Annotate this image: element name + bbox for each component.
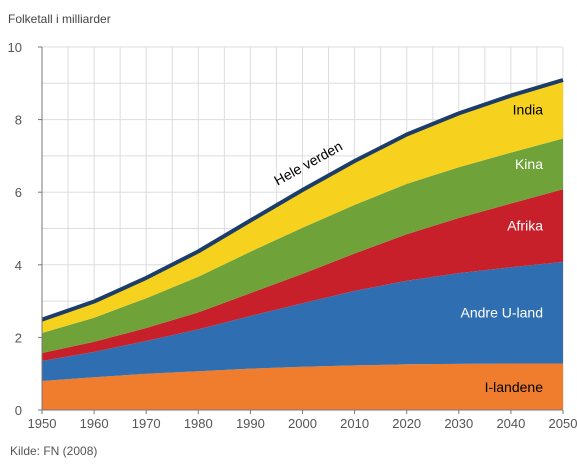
y-tick-label: 6 (15, 185, 22, 200)
x-tick-label: 2030 (444, 416, 473, 431)
x-tick-label: 2000 (288, 416, 317, 431)
source-note: Kilde: FN (2008) (10, 444, 97, 458)
x-tick-label: 1950 (28, 416, 57, 431)
area-kina (42, 138, 563, 353)
x-tick-label: 2020 (392, 416, 421, 431)
area-andre-u-land (42, 261, 563, 381)
series-labels: I-landene Andre U-land Afrika Kina India (461, 101, 544, 395)
y-tick-label: 10 (8, 40, 22, 55)
stacked-areas (42, 80, 563, 410)
label-india: India (513, 101, 544, 117)
x-tick-label: 1970 (132, 416, 161, 431)
x-tick-label: 2010 (340, 416, 369, 431)
area-i-landene (42, 363, 563, 410)
total-line (41, 78, 564, 322)
x-tick-label: 1980 (184, 416, 213, 431)
y-axis-title: Folketall i milliarder (8, 12, 111, 26)
y-tick-label: 0 (15, 403, 22, 418)
label-andre-u-land: Andre U-land (461, 305, 544, 321)
y-tick-label: 4 (15, 258, 22, 273)
axes: 0 2 4 6 8 10 1950 1960 1970 1980 1990 2000 2010 2020 2… (8, 40, 577, 431)
x-tick-label: 1990 (236, 416, 265, 431)
x-tick-label: 2040 (496, 416, 525, 431)
area-afrika (42, 189, 563, 361)
label-kina: Kina (515, 156, 543, 172)
label-i-landene: I-landene (485, 379, 544, 395)
label-afrika: Afrika (507, 218, 543, 234)
y-tick-label: 2 (15, 330, 22, 345)
area-india (42, 80, 563, 333)
x-tick-label: 2050 (549, 416, 577, 431)
y-tick-label: 8 (15, 113, 22, 128)
x-tick-label: 1960 (80, 416, 109, 431)
